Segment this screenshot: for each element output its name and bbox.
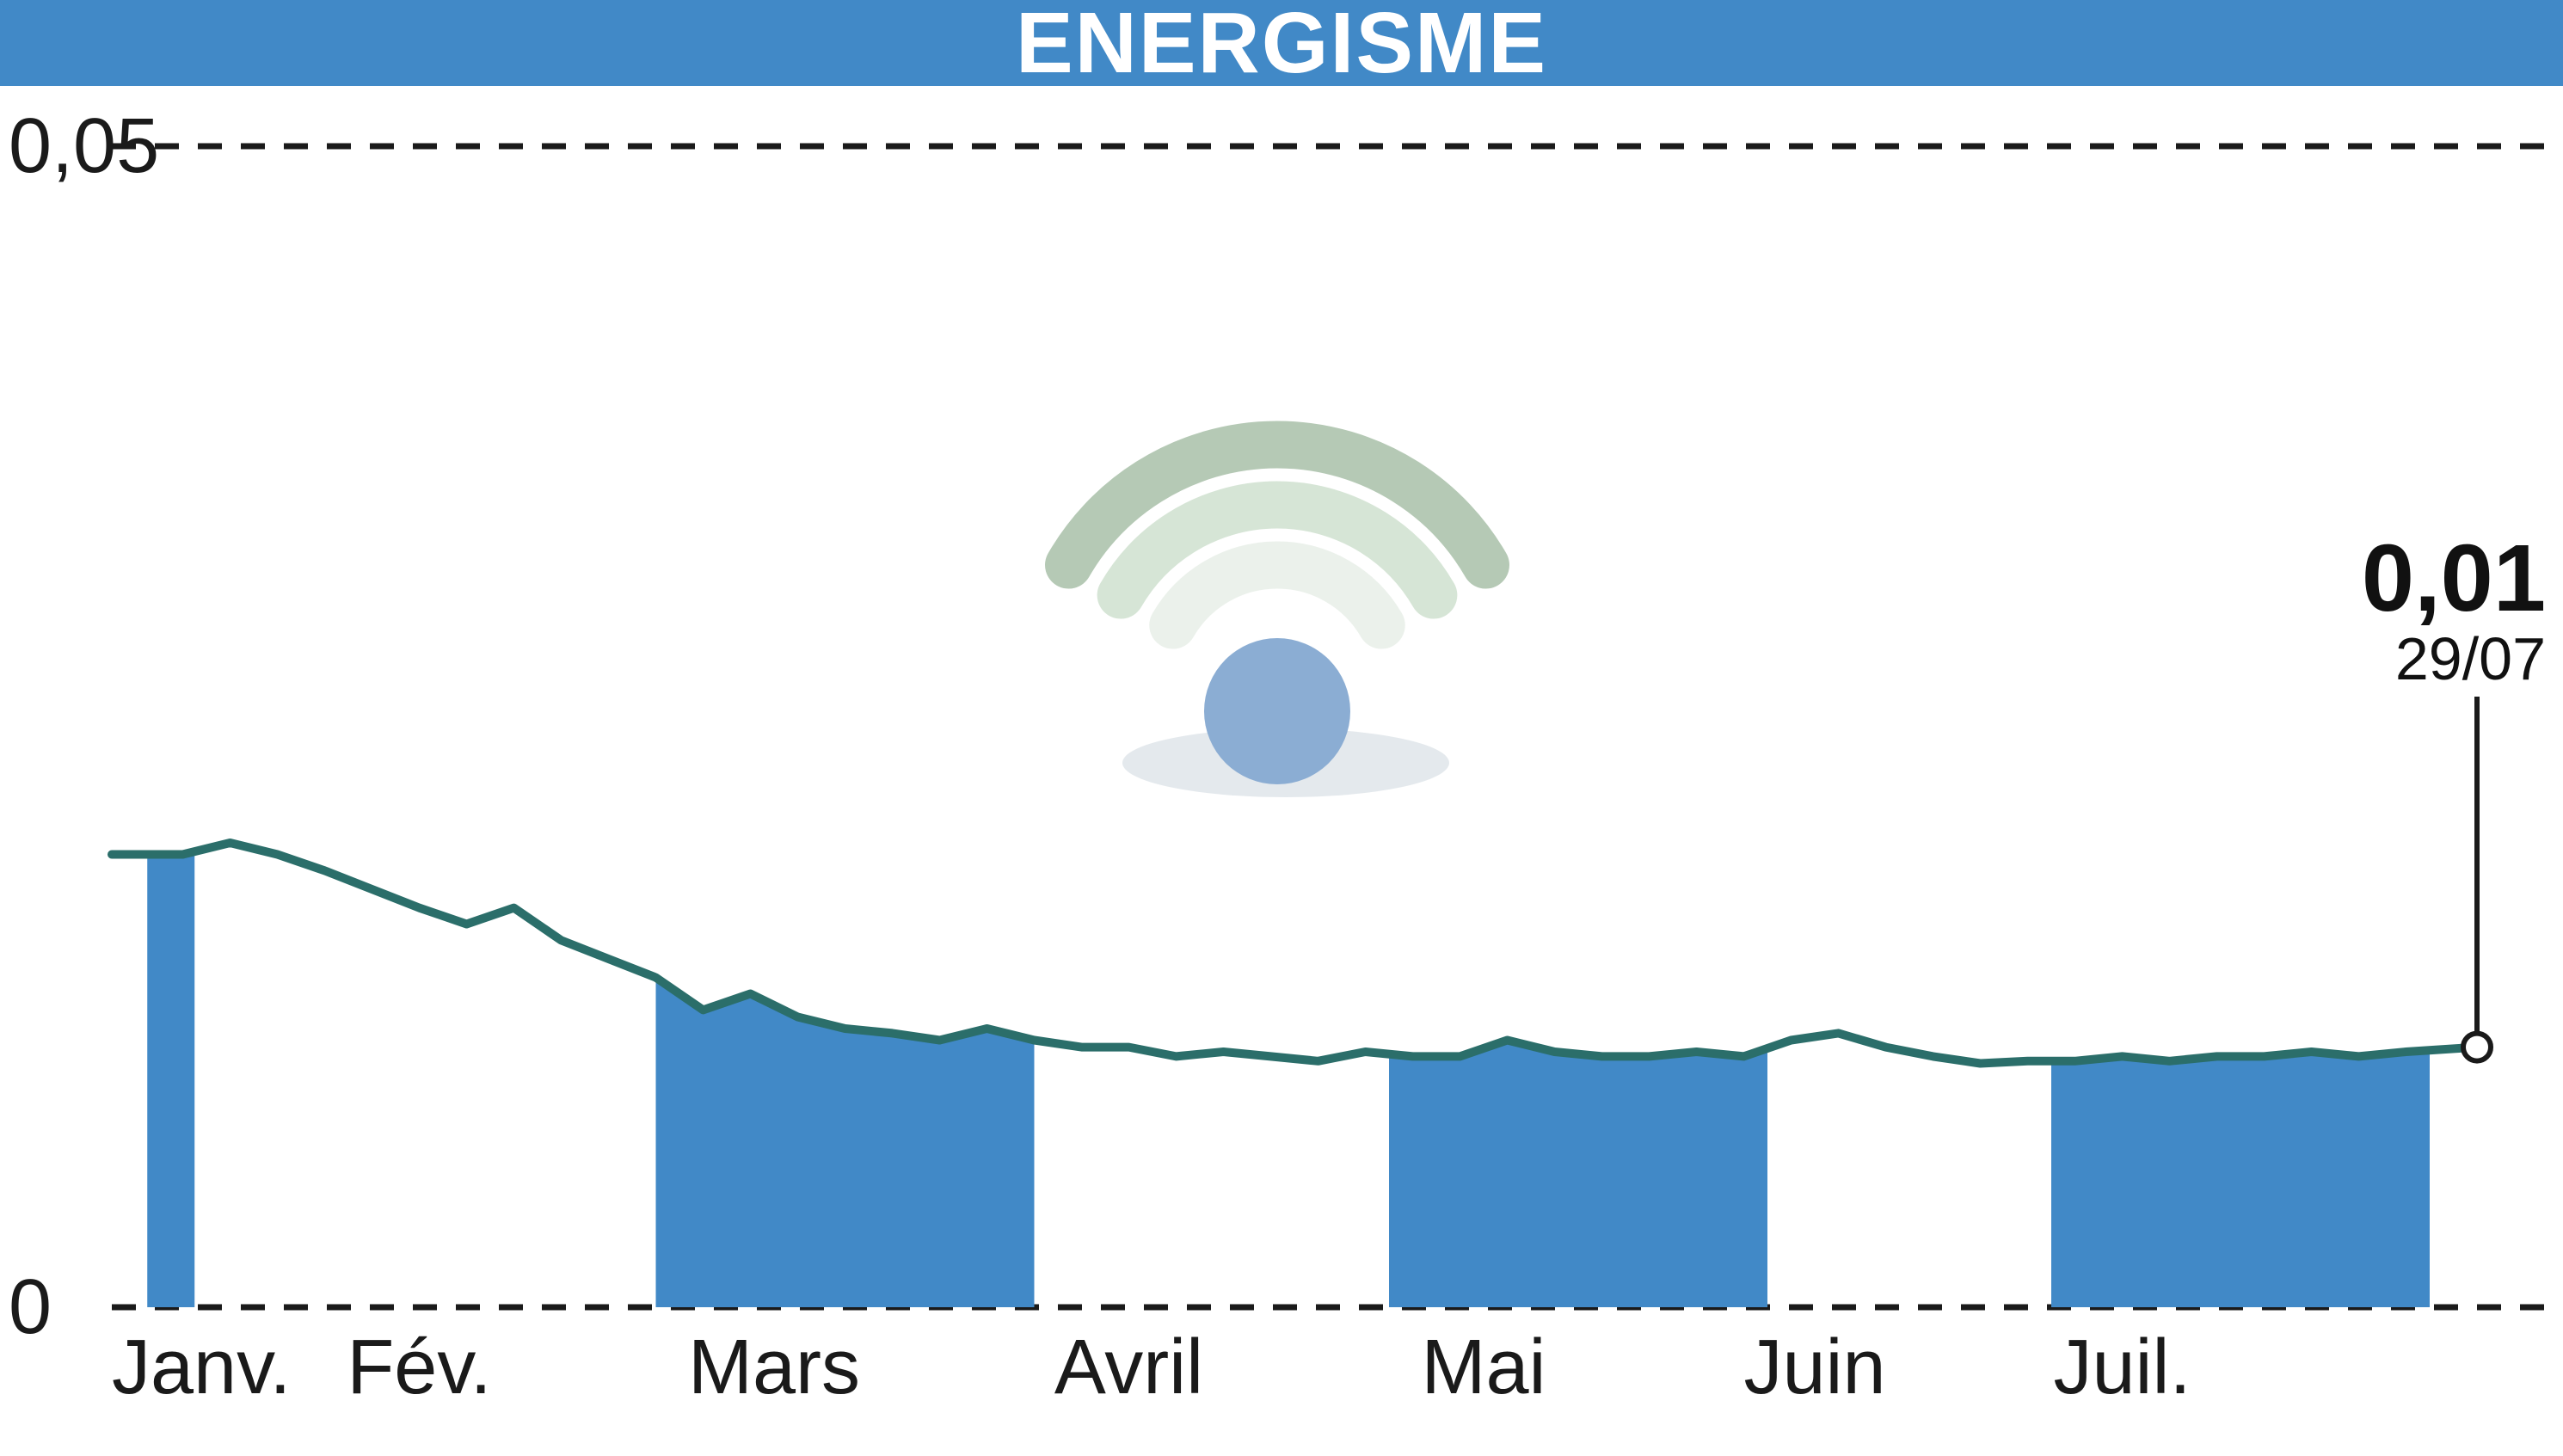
y-tick-label: 0,05 [9, 103, 159, 189]
last-date-label: 29/07 [2395, 625, 2546, 692]
chart-svg: 0,05 0 Janv. Fév. Mars Avril Mai Juin Juil. 0,012… [0, 86, 2563, 1456]
x-tick-label: Juin [1743, 1324, 1885, 1410]
x-tick-label: Janv. [112, 1324, 291, 1410]
watermark-icon [1069, 445, 1486, 797]
last-value-label: 0,01 [2362, 525, 2546, 631]
y-tick-label: 0 [9, 1264, 52, 1350]
last-point-marker [2463, 1034, 2491, 1061]
x-tick-label: Avril [1054, 1324, 1203, 1410]
x-tick-label: Juil. [2053, 1324, 2191, 1410]
chart-area: 0,05 0 Janv. Fév. Mars Avril Mai Juin Juil. 0,012… [0, 86, 2563, 1456]
title-bar: ENERGISME [0, 0, 2563, 86]
area-fill [112, 843, 2477, 1307]
x-tick-label: Mai [1421, 1324, 1546, 1410]
chart-title: ENERGISME [1016, 0, 1547, 91]
chart-container: ENERGISME 0,05 0 Janv. Fév. Mars Avril Mai Juin… [0, 0, 2563, 1456]
x-tick-label: Mars [688, 1324, 860, 1410]
series-line [112, 843, 2477, 1064]
x-tick-label: Fév. [347, 1324, 491, 1410]
